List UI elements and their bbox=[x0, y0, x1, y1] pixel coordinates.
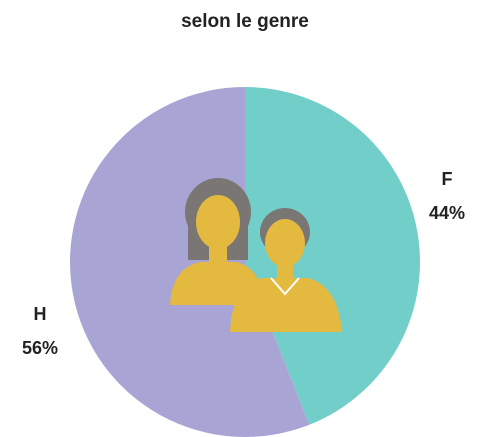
slice-category: H bbox=[34, 304, 47, 324]
pie bbox=[69, 87, 420, 437]
slice-category: F bbox=[442, 169, 453, 189]
people-icon bbox=[170, 178, 342, 332]
pie-slice bbox=[245, 87, 420, 425]
chart-title: selon le genre bbox=[181, 11, 309, 32]
slice-value-label: 44% bbox=[429, 203, 465, 223]
slice-value-label: 56% bbox=[22, 338, 58, 358]
pie-slice bbox=[69, 87, 310, 437]
